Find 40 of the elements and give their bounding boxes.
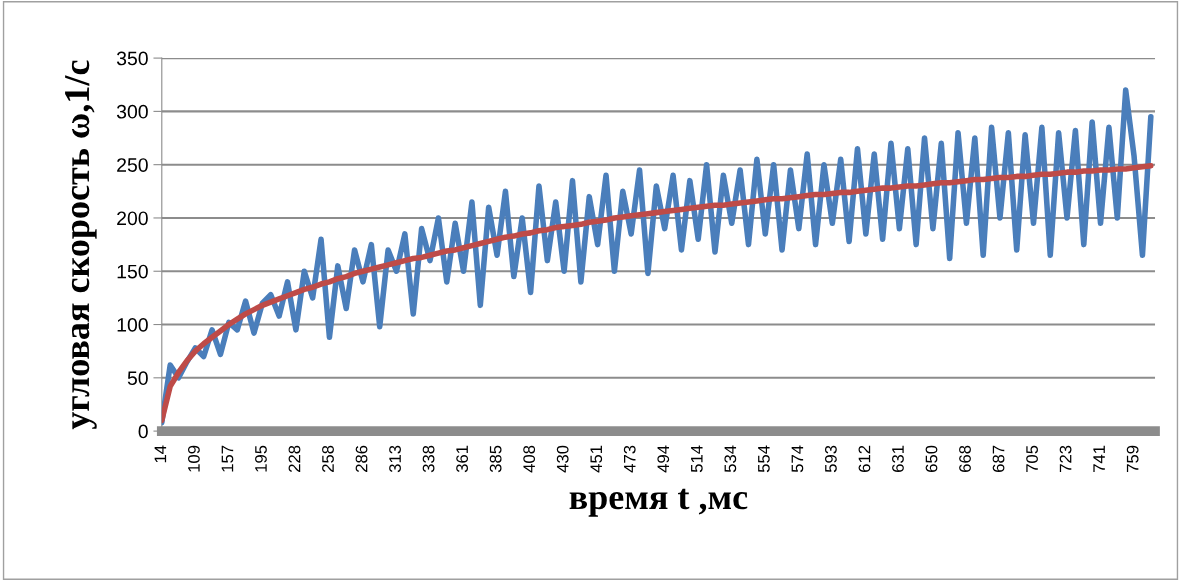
x-tick-label: 473 — [623, 445, 636, 473]
x-tick-label: 494 — [657, 445, 670, 473]
x-tick-label: 361 — [456, 445, 469, 473]
y-tick-label: 300 — [116, 104, 148, 119]
x-tick-label: 650 — [925, 445, 938, 472]
x-tick-label: 534 — [724, 445, 737, 473]
x-tick-label: 14 — [154, 445, 167, 463]
x-tick-label: 705 — [1026, 445, 1038, 472]
x-tick-label: 385 — [489, 445, 502, 473]
y-tick-label: 250 — [117, 158, 148, 172]
y-tick-label: 0 — [138, 424, 148, 439]
x-tick-label: 554 — [758, 445, 770, 473]
x-tick-label: 759 — [1126, 445, 1139, 472]
x-tick-label: 741 — [1093, 445, 1105, 472]
x-tick-label: 157 — [221, 445, 234, 472]
x-axis-title: время t ,мс — [569, 488, 748, 517]
x-tick-label: 408 — [523, 445, 536, 473]
x-tick-label: 109 — [188, 445, 200, 472]
y-tick-label: 200 — [117, 211, 148, 226]
x-tick-label: 228 — [288, 445, 301, 472]
x-tick-label: 313 — [389, 445, 401, 473]
x-tick-label: 514 — [691, 445, 703, 473]
x-tick-label: 286 — [355, 445, 368, 472]
y-tick-label: 50 — [127, 371, 148, 386]
x-tick-label: 593 — [825, 445, 837, 473]
x-tick-label: 723 — [1059, 445, 1072, 472]
x-tick-label: 631 — [892, 445, 904, 472]
y-tick-label: 350 — [116, 51, 148, 66]
x-tick-label: 574 — [791, 445, 804, 473]
y-tick-label: 100 — [117, 318, 148, 332]
y-axis-title: угловая скорость ω,1/с — [65, 60, 97, 430]
x-tick-label: 430 — [556, 445, 569, 473]
x-tick-label: 668 — [959, 445, 971, 472]
x-tick-label: 338 — [422, 445, 435, 473]
x-tick-label: 612 — [858, 445, 871, 472]
x-tick-label: 451 — [590, 445, 603, 473]
x-tick-label: 258 — [322, 445, 334, 472]
y-tick-label: 150 — [117, 264, 148, 279]
x-tick-label: 195 — [255, 445, 267, 472]
x-tick-label: 687 — [992, 445, 1005, 472]
